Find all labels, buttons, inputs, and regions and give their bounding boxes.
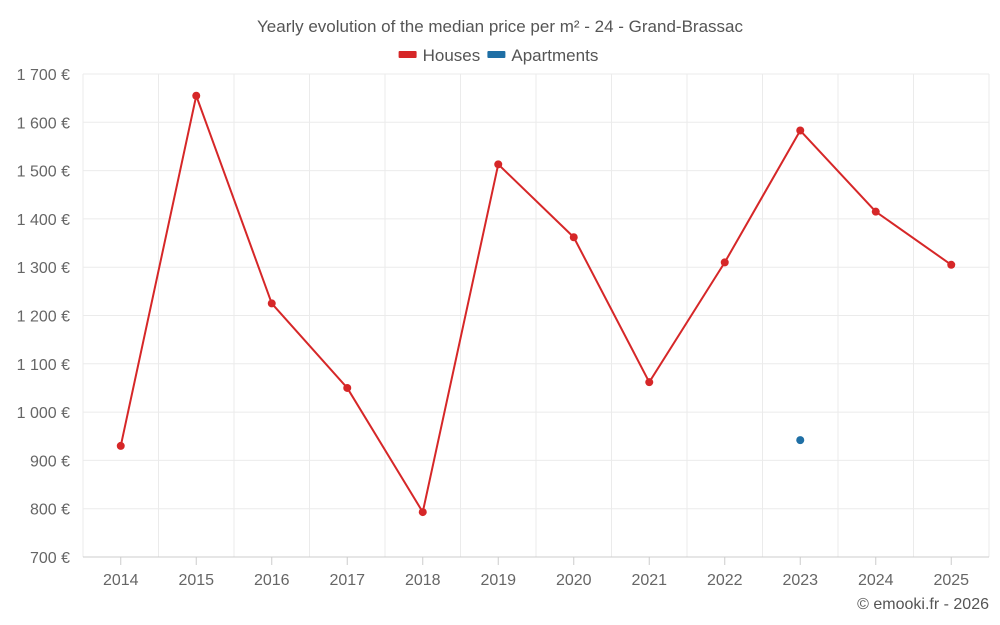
houses-point[interactable] xyxy=(569,233,578,242)
houses-point[interactable] xyxy=(343,383,352,392)
y-tick-label: 1 600 € xyxy=(17,115,70,132)
x-tick-label: 2018 xyxy=(405,572,441,589)
x-tick-label: 2019 xyxy=(480,572,516,589)
y-tick-label: 900 € xyxy=(30,453,70,470)
y-tick-label: 1 000 € xyxy=(17,405,70,422)
x-tick-label: 2024 xyxy=(858,572,894,589)
houses-point[interactable] xyxy=(947,260,956,269)
legend-item-apartments[interactable]: Apartments xyxy=(511,46,598,65)
houses-line xyxy=(119,94,952,514)
grid xyxy=(82,73,990,557)
x-tick-label: 2015 xyxy=(178,572,214,589)
y-tick-label: 800 € xyxy=(30,502,70,519)
y-tick-label: 1 300 € xyxy=(17,260,70,277)
chart-title: Yearly evolution of the median price per… xyxy=(257,17,743,36)
axes: 700 € 800 € 900 € 1 000 € 1 100 € 1 200 € 1 30… xyxy=(17,67,989,589)
houses-point[interactable] xyxy=(418,508,427,517)
credit-text: © emooki.fr - 2026 xyxy=(857,596,989,613)
y-tick-label: 700 € xyxy=(30,550,70,567)
houses-point[interactable] xyxy=(645,378,654,387)
x-tick-label: 2025 xyxy=(933,572,969,589)
houses-point[interactable] xyxy=(267,299,276,308)
y-tick-label: 1 100 € xyxy=(17,357,70,374)
x-tick-label: 2022 xyxy=(707,572,743,589)
x-tick-label: 2023 xyxy=(782,572,818,589)
houses-point[interactable] xyxy=(796,126,805,135)
x-tick-label: 2017 xyxy=(329,572,365,589)
houses-point[interactable] xyxy=(871,207,880,216)
legend-swatch-apartments xyxy=(487,51,506,58)
x-tick-label: 2021 xyxy=(631,572,667,589)
legend-swatch-houses xyxy=(398,51,417,58)
y-tick-label: 1 400 € xyxy=(17,212,70,229)
houses-point[interactable] xyxy=(116,441,125,450)
houses-point[interactable] xyxy=(192,91,201,100)
x-tick-label: 2014 xyxy=(103,572,139,589)
houses-point[interactable] xyxy=(720,258,729,267)
y-tick-label: 1 500 € xyxy=(17,164,70,181)
series xyxy=(116,91,956,517)
x-tick-label: 2016 xyxy=(254,572,290,589)
x-tick-label: 2020 xyxy=(556,572,592,589)
apartments-point[interactable] xyxy=(796,436,805,445)
houses-point[interactable] xyxy=(494,160,503,169)
y-tick-label: 1 200 € xyxy=(17,309,70,326)
legend: Houses Apartments xyxy=(398,46,598,65)
y-tick-label: 1 700 € xyxy=(17,67,70,84)
legend-item-houses[interactable]: Houses xyxy=(423,46,481,65)
